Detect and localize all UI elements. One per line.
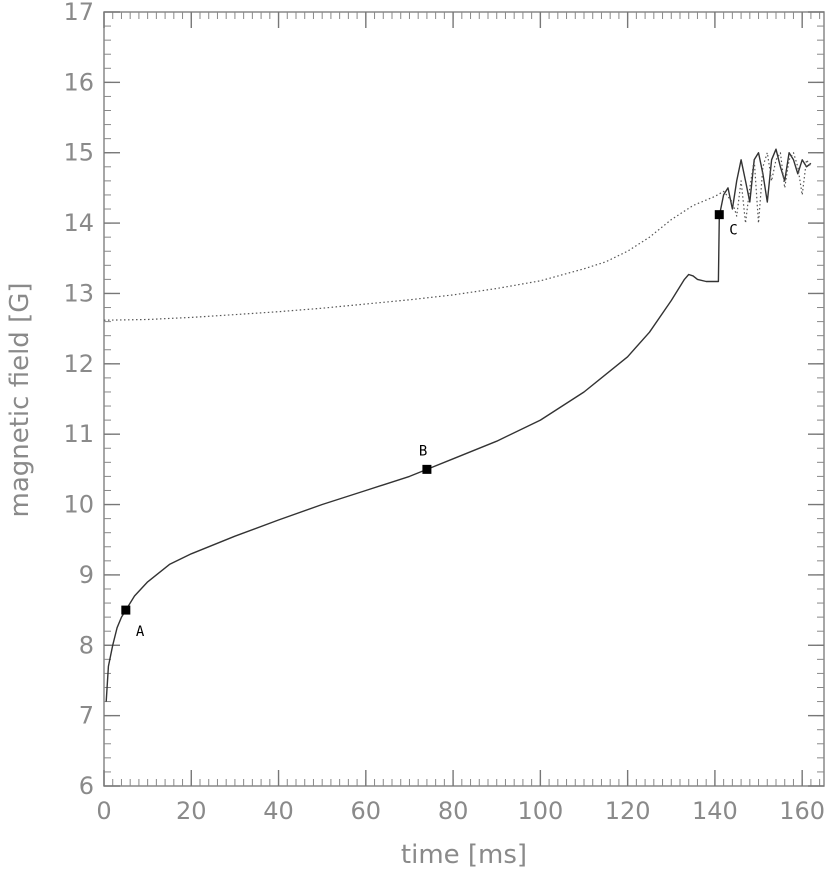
marker-label-a: A (136, 624, 145, 640)
y-tick-label: 10 (63, 491, 94, 519)
x-tick-label: 60 (351, 797, 382, 825)
y-tick-label: 15 (63, 139, 94, 167)
x-tick-label: 40 (263, 797, 294, 825)
x-tick-label: 140 (692, 797, 738, 825)
y-tick-labels: 6 7 8 9 10 11 12 13 14 15 16 17 (63, 0, 94, 800)
y-tick-label: 17 (63, 0, 94, 26)
marker-point-a (121, 605, 131, 615)
y-tick-label: 7 (79, 702, 94, 730)
x-tick-labels: 0 20 40 60 80 100 120 140 160 (96, 797, 825, 825)
y-tick-label: 13 (63, 279, 94, 307)
marker-label-c: C (729, 223, 737, 239)
dotted-series-line (103, 152, 812, 321)
solid-series-line (105, 148, 812, 702)
plot-frame (103, 11, 825, 787)
y-axis-title: magnetic field [G] (5, 282, 35, 517)
y-tick-label: 14 (63, 209, 94, 237)
minor-ticks (103, 11, 824, 787)
major-ticks (103, 11, 824, 787)
x-tick-label: 120 (605, 797, 651, 825)
y-tick-label: 9 (79, 561, 94, 589)
x-tick-label: 160 (779, 797, 825, 825)
x-axis-title: time [ms] (401, 840, 527, 870)
marker-label-b: B (419, 443, 427, 459)
x-tick-label: 80 (438, 797, 469, 825)
x-tick-label: 20 (176, 797, 207, 825)
y-tick-label: 8 (79, 631, 94, 659)
y-tick-label: 6 (79, 772, 94, 800)
y-tick-label: 12 (63, 350, 94, 378)
y-tick-label: 16 (63, 68, 94, 96)
x-tick-label: 0 (96, 797, 111, 825)
marker-point-b (422, 464, 432, 474)
y-tick-label: 11 (63, 420, 94, 448)
marker-layer: A B C (121, 210, 738, 640)
x-tick-label: 100 (517, 797, 563, 825)
marker-point-c (714, 210, 724, 220)
series-layer (103, 148, 812, 702)
